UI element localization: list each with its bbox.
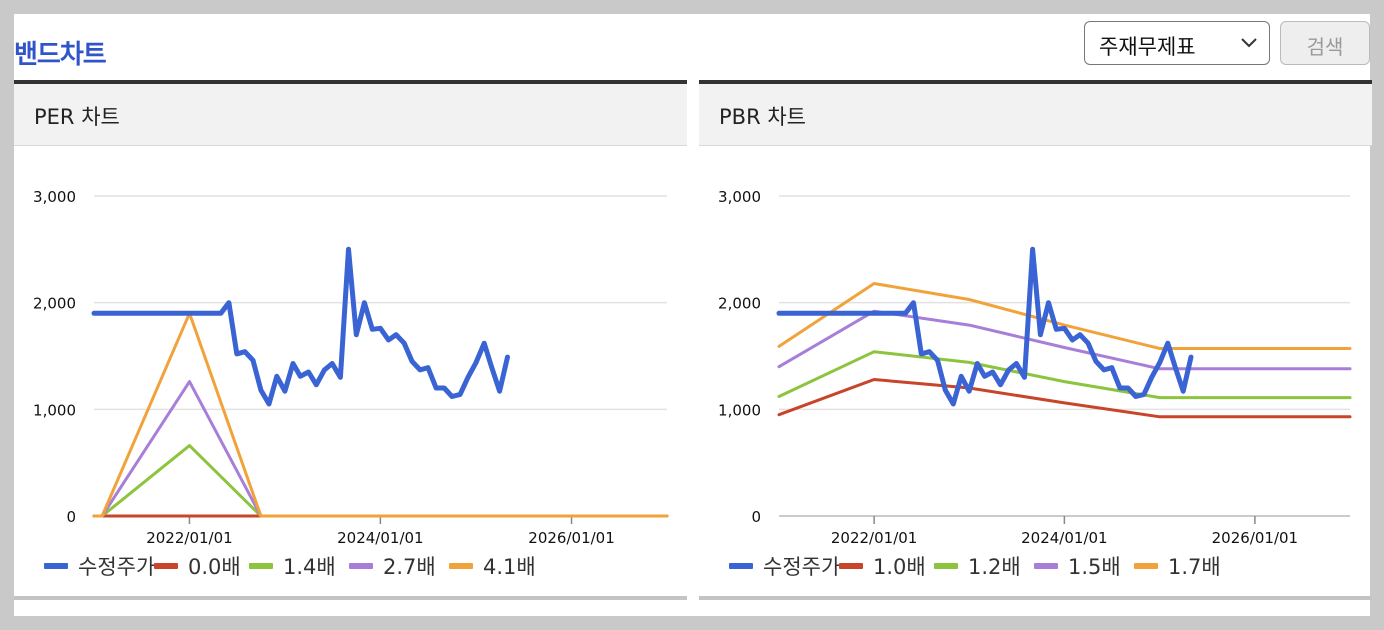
series-line-1 [777, 378, 1352, 419]
chevron-down-icon [1241, 38, 1257, 48]
series-line-4 [777, 282, 1352, 350]
per-chart-panel: PER 차트 0 1,000 2,000 3,000 2022/01/01 2024/01… [14, 80, 687, 600]
legend-swatch [449, 563, 473, 569]
series-line-4 [92, 311, 669, 518]
legend-swatch [839, 563, 863, 569]
y-tick-label: 1,000 [718, 401, 761, 419]
search-button[interactable]: 검색 [1280, 21, 1370, 65]
panel-divider [14, 596, 687, 600]
legend-swatch [349, 563, 373, 569]
x-tick-label: 2026/01/01 [1212, 529, 1298, 547]
legend-swatch [1034, 563, 1058, 569]
legend-label: 1.4배 [283, 555, 336, 579]
y-tick-label: 0 [66, 508, 76, 526]
legend-label: 1.0배 [873, 555, 926, 579]
legend-label: 1.5배 [1068, 555, 1121, 579]
pbr-chart: 0 1,000 2,000 3,000 2022/01/01 2024/01/01 2026… [718, 188, 1352, 579]
panel-divider [699, 596, 1372, 600]
legend-swatch [1134, 563, 1158, 569]
statement-type-select[interactable]: 주재무제표 [1084, 21, 1270, 65]
legend-label: 수정주가 [763, 555, 840, 579]
legend-swatch [729, 563, 753, 569]
band-chart-container: 밴드차트 주재무제표 검색 PER 차트 0 1,000 2,000 3,000 202… [14, 14, 1372, 616]
legend-swatch [44, 563, 68, 569]
y-tick-label: 1,000 [33, 401, 76, 419]
x-tick-label: 2024/01/01 [337, 529, 423, 547]
x-tick-label: 2022/01/01 [831, 529, 917, 547]
y-tick-label: 3,000 [33, 188, 76, 206]
y-tick-label: 3,000 [718, 188, 761, 206]
page-title: 밴드차트 [14, 40, 107, 70]
legend-label: 2.7배 [383, 555, 436, 579]
series-line-0 [776, 246, 1194, 407]
y-tick-label: 2,000 [33, 295, 76, 313]
series-line-2 [777, 350, 1352, 400]
series-line-0 [91, 246, 510, 407]
legend-swatch [934, 563, 958, 569]
x-tick-label: 2026/01/01 [528, 529, 614, 547]
statement-type-value: 주재무제표 [1099, 35, 1196, 59]
per-chart: 0 1,000 2,000 3,000 2022/01/01 2024/01/01 2026… [33, 188, 669, 579]
legend-label: 1.7배 [1168, 555, 1221, 579]
legend-label: 0.0배 [188, 555, 241, 579]
x-tick-label: 2022/01/01 [146, 529, 232, 547]
y-tick-label: 0 [751, 508, 761, 526]
legend-label: 4.1배 [483, 555, 536, 579]
legend-swatch [249, 563, 273, 569]
y-tick-label: 2,000 [718, 295, 761, 313]
pbr-chart-title: PBR 차트 [699, 84, 1372, 146]
series-line-2 [92, 444, 669, 518]
per-chart-title: PER 차트 [14, 84, 687, 146]
series-line-3 [777, 309, 1352, 371]
x-tick-label: 2024/01/01 [1021, 529, 1107, 547]
legend-swatch [154, 563, 178, 569]
pbr-chart-panel: PBR 차트 0 1,000 2,000 3,000 2022/01/01 2024/01… [699, 80, 1372, 600]
legend-label: 1.2배 [968, 555, 1021, 579]
legend-label: 수정주가 [78, 555, 155, 579]
series-line-3 [92, 380, 669, 518]
